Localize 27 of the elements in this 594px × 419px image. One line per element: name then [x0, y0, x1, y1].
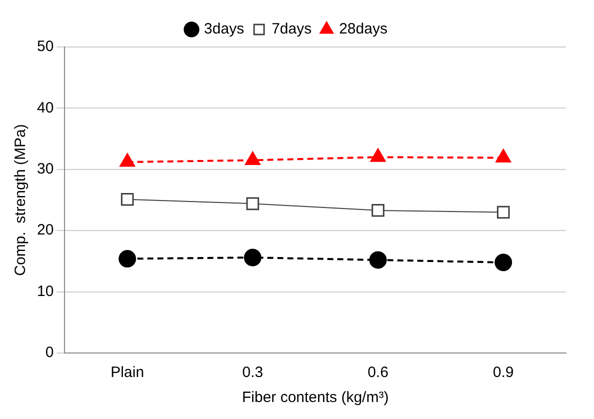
y-axis-title: Comp. strength (MPa): [12, 124, 30, 276]
legend-label: 7days: [272, 20, 312, 38]
point: [120, 153, 136, 167]
x-tick-label: 0.9: [492, 364, 514, 382]
point: [118, 250, 136, 268]
point: [120, 192, 134, 206]
legend-label: 28days: [339, 20, 388, 38]
point: [496, 206, 510, 219]
x-tick-label: 0.3: [242, 364, 264, 382]
y-tick-label: 50: [36, 38, 54, 56]
y-tick-label: 0: [45, 344, 54, 362]
x-axis-title: Fiber contents (kg/m³): [242, 389, 389, 406]
y-tick-label: 20: [36, 222, 54, 239]
point: [245, 151, 260, 165]
point: [244, 248, 262, 266]
point: [246, 197, 260, 210]
y-tick-label: 30: [36, 160, 54, 178]
point: [369, 251, 387, 269]
legend-label: 3days: [204, 20, 244, 38]
y-tick-label: 40: [36, 99, 54, 116]
x-tick-label: Plain: [110, 364, 144, 382]
point: [372, 204, 384, 217]
point: [494, 254, 512, 272]
x-tick-label: 0.6: [368, 364, 388, 382]
point: [370, 148, 386, 162]
point: [496, 149, 512, 163]
y-tick-label: 10: [36, 282, 54, 300]
